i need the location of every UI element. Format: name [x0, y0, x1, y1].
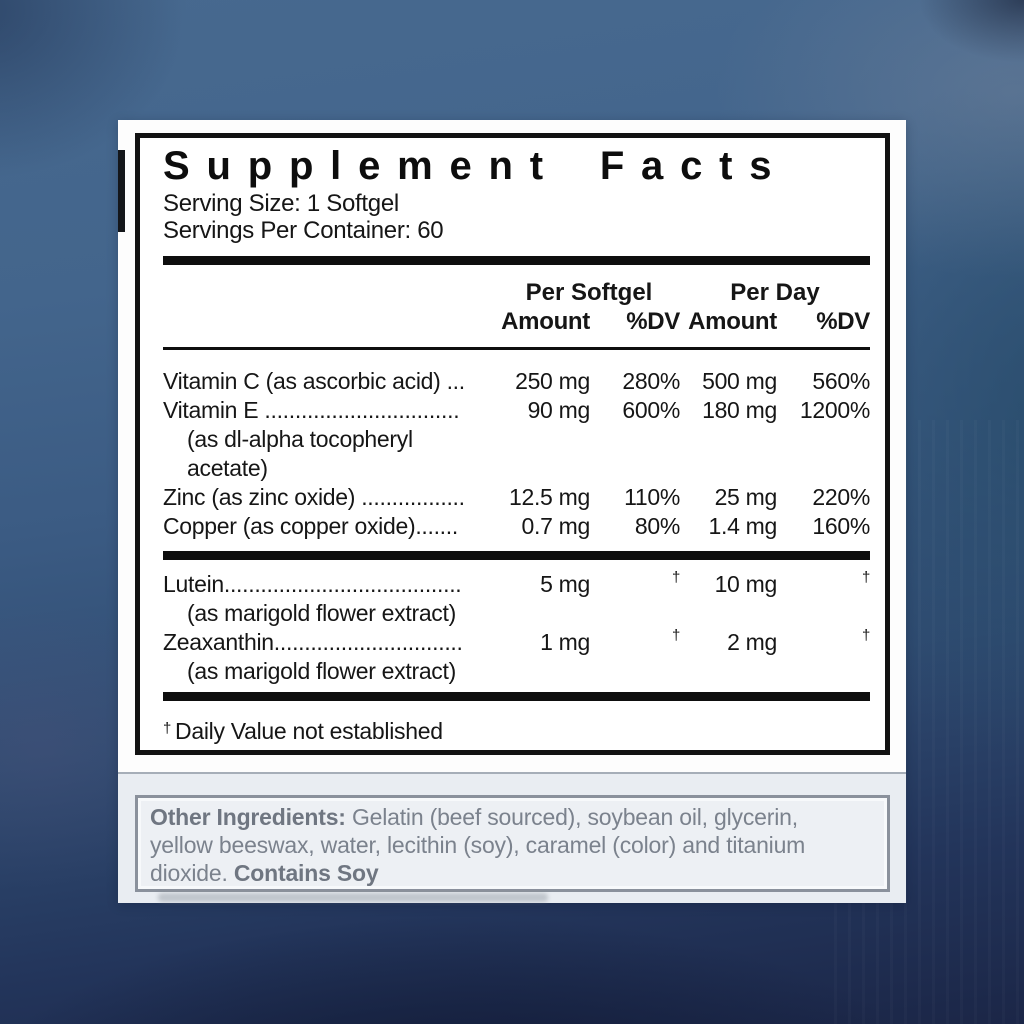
dv-per-day: 220%	[812, 484, 870, 510]
nutrient-name: Zeaxanthin..............................…	[163, 629, 463, 655]
contains-soy-text: Contains Soy	[233, 860, 379, 886]
nutrient-source-line: (as marigold flower extract)	[187, 658, 456, 684]
table-row-vitamin-e: Vitamin E ..............................…	[163, 396, 870, 425]
footnote-text: Daily Value not established	[175, 718, 443, 744]
amount-per-softgel: 250 mg	[515, 368, 590, 394]
amount-per-day: 180 mg	[702, 397, 777, 423]
servings-per-container: Servings Per Container: 60	[163, 217, 444, 244]
header-dv-day: %DV	[816, 308, 870, 335]
group-header-per-day: Per Day	[730, 279, 820, 306]
nutrient-rows-section-2: Lutein..................................…	[163, 569, 870, 686]
dv-per-day: 1200%	[799, 397, 870, 423]
nutrient-source-line: (as dl-alpha tocopheryl	[187, 426, 413, 452]
dv-per-day: 160%	[812, 513, 870, 539]
dv-per-softgel: 600%	[622, 397, 680, 423]
amount-per-day: 1.4 mg	[708, 513, 777, 539]
dv-dagger-per-day: †	[861, 627, 870, 644]
dv-dagger-per-softgel: †	[671, 569, 680, 586]
divider-thick-middle	[163, 551, 870, 560]
amount-per-softgel: 12.5 mg	[508, 484, 590, 510]
supplement-facts-panel: Supplement Facts Serving Size: 1 Softgel…	[135, 133, 890, 755]
dv-per-softgel: 110%	[624, 484, 680, 510]
serving-size: Serving Size: 1 Softgel	[163, 190, 399, 217]
table-row-lutein: Lutein..................................…	[163, 569, 870, 599]
dv-per-softgel: 280%	[622, 368, 680, 394]
amount-per-day: 10 mg	[714, 571, 778, 597]
nutrient-name: Copper (as copper oxide).......	[163, 513, 458, 539]
amount-per-day: 25 mg	[714, 484, 778, 510]
dagger-symbol: †	[163, 720, 172, 737]
other-ingredients-line1: Gelatin (beef sourced), soybean oil, gly…	[345, 804, 798, 830]
cut-off-text-artifact	[158, 893, 548, 902]
dv-per-softgel: 80%	[634, 513, 680, 539]
nutrient-name: Zinc (as zinc oxide) .................	[163, 484, 465, 510]
amount-per-day: 500 mg	[702, 368, 777, 394]
header-amount-softgel: Amount	[501, 308, 590, 335]
nutrient-name: Vitamin C (as ascorbic acid) ...	[163, 368, 465, 394]
group-header-spacer	[163, 278, 498, 307]
dv-dagger-per-softgel: †	[671, 627, 680, 644]
other-ingredients-line3: dioxide.	[150, 860, 234, 886]
amount-per-softgel: 0.7 mg	[521, 513, 590, 539]
divider-thick-top	[163, 256, 870, 265]
divider-thin	[163, 347, 870, 350]
other-ingredients-label: Other Ingredients:	[150, 804, 346, 830]
other-ingredients-panel: Other Ingredients: Gelatin (beef sourced…	[118, 772, 906, 903]
nutrient-source-line: acetate)	[187, 455, 268, 481]
group-header-per-softgel: Per Softgel	[525, 279, 653, 306]
panel-title: Supplement Facts	[163, 144, 789, 188]
table-row-zinc: Zinc (as zinc oxide) ................. 1…	[163, 483, 870, 512]
column-group-header-row: Per Softgel Per Day	[163, 278, 870, 307]
amount-per-day: 2 mg	[727, 629, 777, 655]
dv-dagger-per-day: †	[861, 569, 870, 586]
supplement-label-card: Supplement Facts Serving Size: 1 Softgel…	[118, 120, 906, 903]
header-dv-softgel: %DV	[626, 308, 680, 335]
header-amount-day: Amount	[688, 308, 777, 335]
nutrient-source-line: (as marigold flower extract)	[187, 600, 456, 626]
nutrient-name: Vitamin E ..............................…	[163, 397, 460, 423]
table-row-vitamin-c: Vitamin C (as ascorbic acid) ... 250 mg …	[163, 367, 870, 396]
column-header-row: Amount %DV Amount %DV	[163, 307, 870, 336]
table-row-zeaxanthin: Zeaxanthin..............................…	[163, 627, 870, 657]
table-row-copper: Copper (as copper oxide)....... 0.7 mg 8…	[163, 512, 870, 541]
left-edge-black-notch	[118, 150, 125, 232]
amount-per-softgel: 90 mg	[527, 397, 591, 423]
nutrient-rows-section-1: Vitamin C (as ascorbic acid) ... 250 mg …	[163, 367, 870, 541]
header-name-spacer	[163, 307, 498, 336]
dv-per-day: 560%	[812, 368, 870, 394]
nutrient-name: Lutein..................................…	[163, 571, 462, 597]
daily-value-footnote: † Daily Value not established	[163, 717, 870, 749]
other-ingredients-line2: yellow beeswax, water, lecithin (soy), c…	[150, 832, 806, 858]
amount-per-softgel: 1 mg	[540, 629, 590, 655]
amount-per-softgel: 5 mg	[540, 571, 590, 597]
divider-thick-bottom	[163, 692, 870, 701]
other-ingredients-box: Other Ingredients: Gelatin (beef sourced…	[135, 795, 890, 892]
